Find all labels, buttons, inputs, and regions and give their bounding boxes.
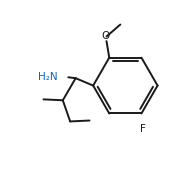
Text: O: O (101, 31, 110, 41)
Text: H₂N: H₂N (38, 72, 57, 82)
Text: F: F (140, 125, 146, 135)
